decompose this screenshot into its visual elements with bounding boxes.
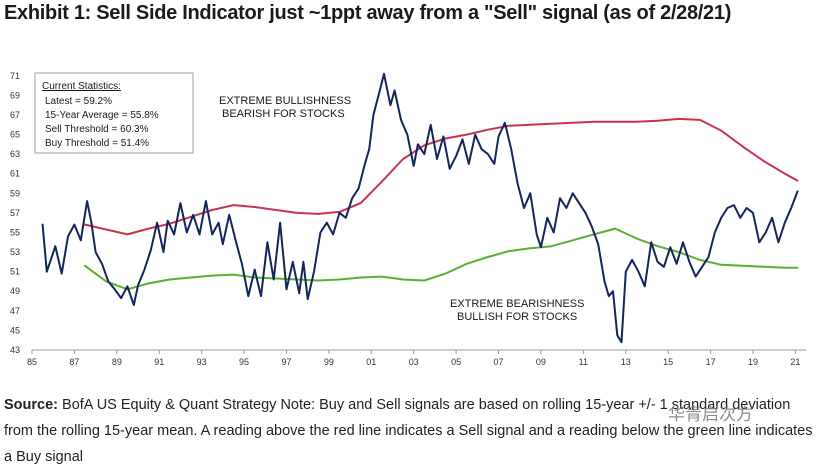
y-tick-label: 71 [10, 71, 20, 81]
annotation-bullish-for-stocks: BULLISH FOR STOCKS [457, 311, 577, 323]
y-tick-label: 65 [10, 130, 20, 140]
x-tick-label: 85 [27, 357, 37, 367]
x-tick-label: 89 [112, 357, 122, 367]
stats-heading: Current Statistics: [42, 81, 121, 92]
source-text: BofA US Equity & Quant Strategy Note: Bu… [4, 397, 813, 465]
x-tick-label: 05 [451, 357, 461, 367]
annotation-bullishness: EXTREME BULLISHNESS [219, 95, 351, 107]
source-label: Source: [4, 397, 58, 413]
annotation-bearish-for-stocks: BEARISH FOR STOCKS [222, 108, 345, 120]
stats-box-frame [34, 72, 194, 154]
y-tick-label: 51 [10, 267, 20, 277]
y-tick-label: 55 [10, 227, 20, 237]
x-tick-label: 17 [706, 357, 716, 367]
y-tick-label: 47 [10, 306, 20, 316]
y-tick-label: 67 [10, 110, 20, 120]
y-tick-label: 69 [10, 90, 20, 100]
x-tick-label: 95 [239, 357, 249, 367]
y-tick-label: 43 [10, 345, 20, 355]
sell-series-line [84, 117, 799, 236]
sentiment-line-chart: 85 87 89 91 93 95 97 99 01 03 05 07 09 11 13 15 17 19 21 43… [10, 71, 806, 367]
x-tick-label: 09 [536, 357, 546, 367]
stats-latest: Latest = 59.2% [45, 96, 112, 107]
x-tick-label: 93 [197, 357, 207, 367]
x-tick-label: 03 [409, 357, 419, 367]
x-tick-label: 97 [281, 357, 291, 367]
x-tick-label: 99 [324, 357, 334, 367]
x-tick-label: 01 [366, 357, 376, 367]
indicator-series-line [41, 72, 799, 344]
x-tick-label: 91 [154, 357, 164, 367]
y-tick-label: 49 [10, 286, 20, 296]
annotation-bearishness: EXTREME BEARISHNESS [450, 298, 584, 310]
y-tick-label: 59 [10, 188, 20, 198]
watermark: 华青启次方 [668, 405, 753, 425]
source-note: Source: BofA US Equity & Quant Strategy … [4, 392, 822, 470]
x-tick-label: 21 [790, 357, 800, 367]
x-tick-label: 13 [621, 357, 631, 367]
stats-buy-threshold: Buy Threshold = 51.4% [45, 138, 149, 149]
x-tick-label: 87 [69, 357, 79, 367]
y-tick-label: 61 [10, 169, 20, 179]
x-tick-label: 15 [663, 357, 673, 367]
buy-series-line [84, 227, 799, 291]
y-tick-label: 63 [10, 149, 20, 159]
x-tick-label: 19 [748, 357, 758, 367]
y-tick-label: 45 [10, 325, 20, 335]
y-tick-label: 53 [10, 247, 20, 257]
y-tick-label: 57 [10, 208, 20, 218]
x-tick-label: 11 [579, 357, 588, 367]
x-tick-label: 07 [494, 357, 504, 367]
stats-sell-threshold: Sell Threshold = 60.3% [45, 124, 149, 135]
chart-title: Exhibit 1: Sell Side Indicator just ~1pp… [4, 2, 732, 24]
stats-average: 15-Year Average = 55.8% [45, 110, 159, 121]
stats-box: Current Statistics: Latest = 59.2% 15-Ye… [34, 72, 194, 154]
